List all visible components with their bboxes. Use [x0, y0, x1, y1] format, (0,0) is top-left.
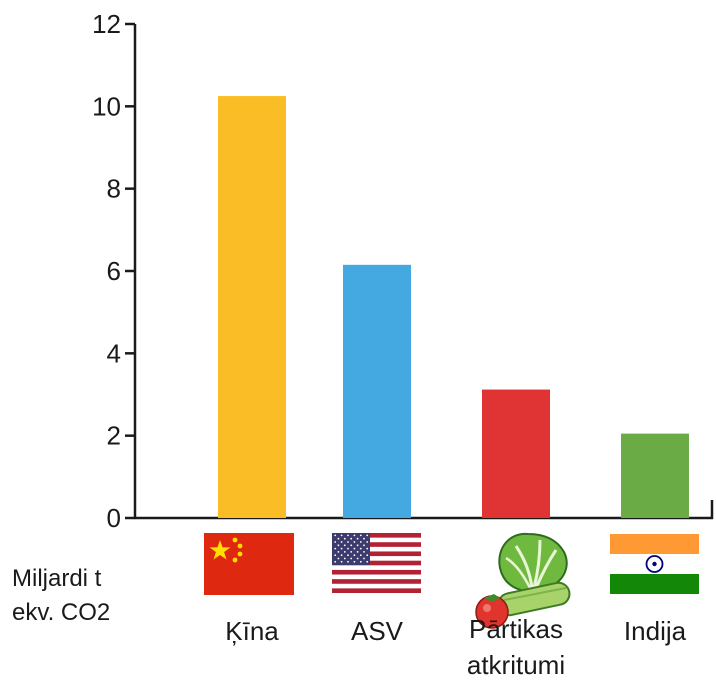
- y-tick-label: 0: [107, 503, 121, 533]
- unit-label-line-1: Miljardi t: [12, 565, 102, 592]
- category-icons: [204, 532, 699, 629]
- bar-2: [343, 264, 411, 518]
- y-tick-label: 2: [107, 421, 121, 451]
- vegetables-icon: [475, 532, 571, 629]
- category-labels: Ķīna ASV Pārtikas atkritumi Indija: [225, 614, 686, 680]
- china-flag-icon: [204, 533, 294, 595]
- category-label-3-line-1: Pārtikas: [469, 614, 563, 644]
- india-flag-icon: [610, 534, 699, 594]
- category-label-3-line-2: atkritumi: [467, 650, 565, 680]
- unit-label: Miljardi t ekv. CO2: [12, 562, 162, 630]
- category-label-4: Indija: [624, 616, 687, 646]
- y-tick-label: 6: [107, 256, 121, 286]
- y-ticks: 0 2 4 6 8 10 12: [92, 9, 135, 533]
- category-label-2: ASV: [351, 616, 404, 646]
- bars: [218, 96, 689, 519]
- category-label-1: Ķīna: [225, 616, 279, 646]
- y-tick-label: 12: [92, 9, 121, 39]
- y-tick-label: 4: [107, 338, 121, 368]
- bar-3: [482, 389, 550, 518]
- bar-1: [218, 96, 286, 519]
- unit-label-line-2: ekv. CO2: [12, 599, 111, 626]
- y-tick-label: 8: [107, 174, 121, 204]
- usa-flag-icon: [332, 533, 421, 593]
- bar-4: [621, 433, 689, 518]
- y-tick-label: 10: [92, 91, 121, 121]
